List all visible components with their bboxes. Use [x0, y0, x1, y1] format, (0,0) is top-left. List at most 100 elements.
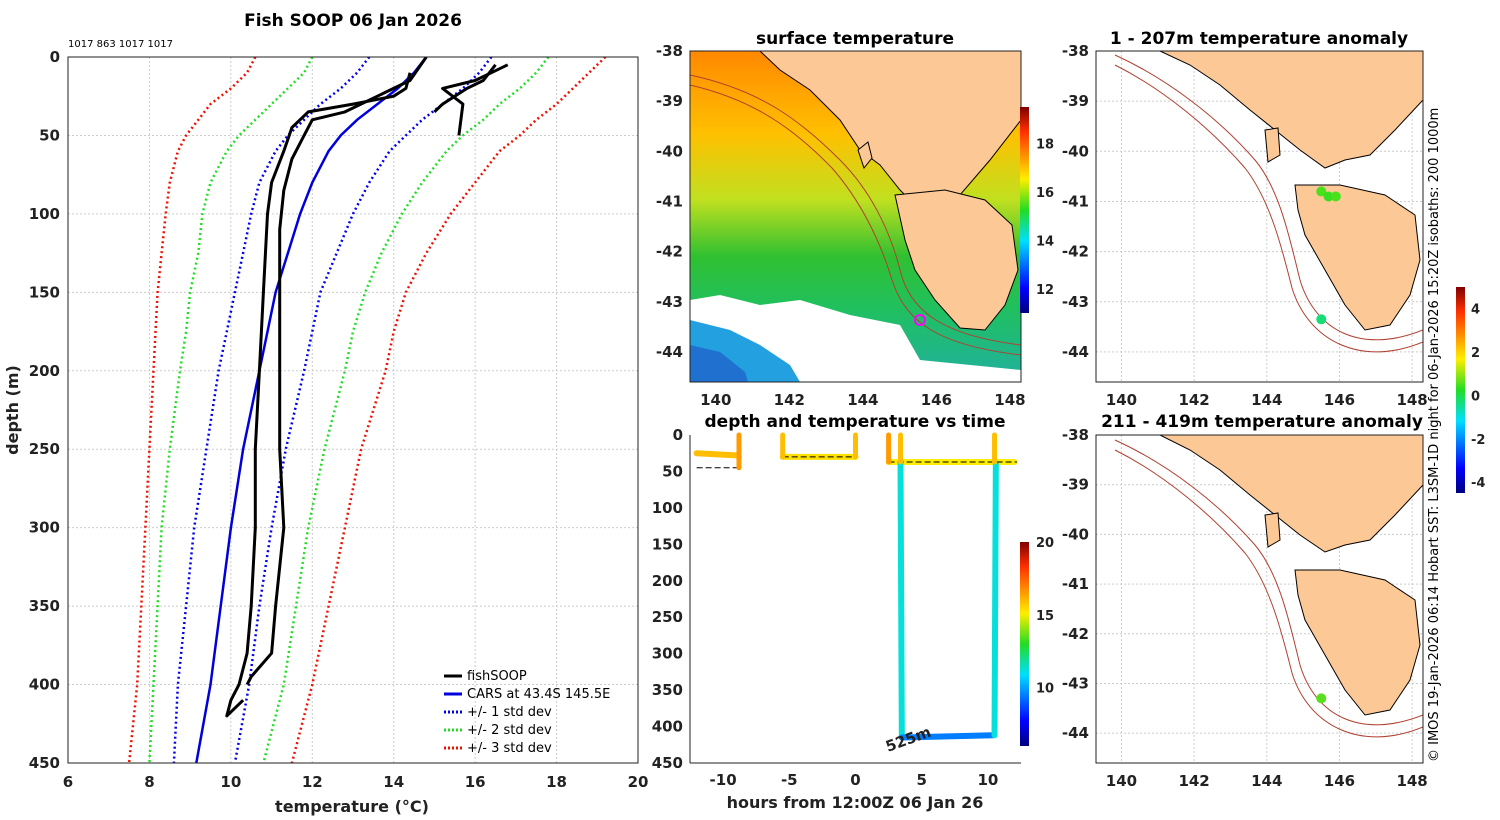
depth-time-x-tick: 0	[850, 771, 860, 789]
profile-x-label: temperature (°C)	[275, 797, 429, 816]
anomaly-deep-y-tick: -38	[1062, 426, 1089, 444]
sst-field	[690, 51, 1021, 382]
sst-x-tick: 144	[847, 391, 878, 409]
sst-isobath-200	[690, 74, 1021, 346]
fishsoop-profile-line	[433, 63, 497, 113]
anomaly-deep-map	[1114, 435, 1423, 738]
depth-time-title: depth and temperature vs time	[705, 412, 1006, 432]
depth-time-y-tick: 150	[652, 535, 683, 553]
sst-tasmania	[894, 189, 1019, 331]
profile-y-tick: 100	[29, 205, 60, 223]
sst-y-tick: -43	[656, 293, 683, 311]
profile-x-tick: 16	[465, 773, 486, 791]
anom1-king-island	[1264, 127, 1281, 163]
depth-time-x-label: hours from 12:00Z 06 Jan 26	[727, 793, 984, 812]
depth-time-x-tick: -10	[710, 771, 737, 789]
profile-axes-box	[67, 56, 639, 764]
profile-x-tick: 8	[144, 773, 154, 791]
profile-x-ticks: 6 8 10 12 14 16 18 20	[63, 773, 649, 791]
sst-isobath-1000	[690, 84, 1021, 356]
sd2-minus-line	[148, 57, 314, 763]
anomaly-shallow-y-tick: -41	[1062, 192, 1089, 210]
anomaly-shallow-points	[1316, 186, 1341, 325]
profile-x-tick: 12	[302, 773, 323, 791]
anomaly-colorbar-tick: -2	[1471, 433, 1485, 448]
profile-y-tick: 250	[29, 440, 60, 458]
anomaly-colorbar-tick: 2	[1471, 346, 1480, 361]
anomaly-deep-y-tick: -43	[1062, 674, 1089, 692]
sd2-plus-line	[262, 57, 550, 763]
anom2-isobath-200	[1114, 439, 1423, 726]
fishsoop-profile-line	[245, 57, 428, 686]
depth-time-y-tick: 250	[652, 608, 683, 626]
depth-time-y-tick: 200	[652, 572, 683, 590]
sst-location-marker	[914, 314, 926, 326]
anomaly-shallow-x-tick: 142	[1178, 391, 1209, 409]
profile-y-ticks: 0 50 100 150 200 250 300 350 400 450	[29, 48, 60, 772]
anomaly-shallow-anomaly-point	[1316, 314, 1327, 325]
anomaly-shallow-x-tick: 148	[1396, 391, 1427, 409]
anom2-tasmania	[1294, 569, 1421, 716]
time-colorbar-tick: 20	[1036, 536, 1054, 551]
legend-sd1: +/- 1 std dev	[467, 705, 552, 720]
profile-x-tick: 10	[220, 773, 241, 791]
depth-time-x-tick: 10	[977, 771, 998, 789]
anomaly-deep-x-tick: 148	[1396, 772, 1427, 790]
depth-time-y-tick: 400	[652, 718, 683, 736]
profile-y-tick: 0	[50, 48, 60, 66]
sd3-minus-line	[127, 57, 257, 763]
profile-grid	[67, 56, 639, 764]
anomaly-map-shallow: 1 - 207m temperature anomaly 140 142 144 14…	[1062, 29, 1428, 409]
depth-time-segment	[898, 732, 997, 741]
depth-time-chart: depth and temperature vs time -10 -5 0 5 10 …	[652, 412, 1054, 812]
sst-y-tick: -38	[656, 42, 683, 60]
depth-time-x-ticks: -10 -5 0 5 10	[710, 771, 999, 789]
anomaly-deep-y-tick: -39	[1062, 476, 1089, 494]
anomaly-deep-x-tick: 146	[1324, 772, 1355, 790]
sst-y-tick: -39	[656, 92, 683, 110]
depth-time-annotation: 525m	[883, 723, 933, 756]
anomaly-shallow-x-ticks: 140 142 144 146 148	[1106, 391, 1428, 409]
anom1-isobath-1000	[1114, 64, 1423, 353]
anomaly-shallow-x-tick: 144	[1251, 391, 1282, 409]
depth-time-y-tick: 0	[673, 426, 683, 444]
sst-cold-patch	[690, 345, 748, 382]
profile-y-tick: 200	[29, 362, 60, 380]
sst-king-island	[857, 141, 873, 170]
anomaly-colorbar-ticks: 4 2 0 -2 -4	[1471, 303, 1485, 491]
depth-time-y-tick: 100	[652, 499, 683, 517]
time-colorbar-ticks: 10 15 20	[1036, 536, 1054, 697]
anomaly-shallow-y-ticks: -38 -39 -40 -41 -42 -43 -44	[1062, 42, 1089, 361]
anomaly-deep-y-ticks: -38 -39 -40 -41 -42 -43 -44	[1062, 426, 1089, 742]
sst-x-tick: 142	[774, 391, 805, 409]
legend-fishsoop: fishSOOP	[467, 669, 527, 684]
profile-y-tick: 350	[29, 597, 60, 615]
sst-x-tick: 148	[994, 391, 1025, 409]
profile-y-tick: 400	[29, 676, 60, 694]
profile-x-tick: 18	[546, 773, 567, 791]
anomaly-deep-anomaly-point	[1316, 693, 1327, 704]
sst-colorbar-ticks: 12 14 16 18	[1036, 137, 1054, 297]
anom2-mainland	[1159, 435, 1423, 553]
sst-y-tick: -44	[656, 343, 683, 361]
anomaly-deep-y-tick: -42	[1062, 625, 1089, 643]
depth-time-y-tick: 50	[662, 462, 683, 480]
anomaly-shallow-anomaly-point	[1323, 191, 1334, 202]
anomaly-shallow-y-tick: -39	[1062, 92, 1089, 110]
depth-time-y-ticks: 0 50 100 150 200 250 300 350 400 450	[652, 426, 683, 772]
sst-colorbar	[1020, 107, 1029, 313]
depth-time-x-tick: 5	[916, 771, 926, 789]
anomaly-deep-y-tick: -41	[1062, 575, 1089, 593]
profile-x-tick: 14	[383, 773, 404, 791]
fishsoop-profile-line	[225, 72, 412, 718]
profile-y-label: depth (m)	[3, 365, 22, 455]
profile-y-tick: 450	[29, 754, 60, 772]
anomaly-deep-title: 211 - 419m temperature anomaly	[1101, 412, 1423, 432]
anomaly-deep-points	[1316, 693, 1327, 704]
profile-y-tick: 50	[39, 126, 60, 144]
profile-x-tick: 20	[628, 773, 649, 791]
anomaly-shallow-x-tick: 146	[1324, 391, 1355, 409]
anomaly-shallow-y-tick: -38	[1062, 42, 1089, 60]
sd1-plus-line	[233, 57, 493, 763]
depth-time-y-tick: 350	[652, 681, 683, 699]
